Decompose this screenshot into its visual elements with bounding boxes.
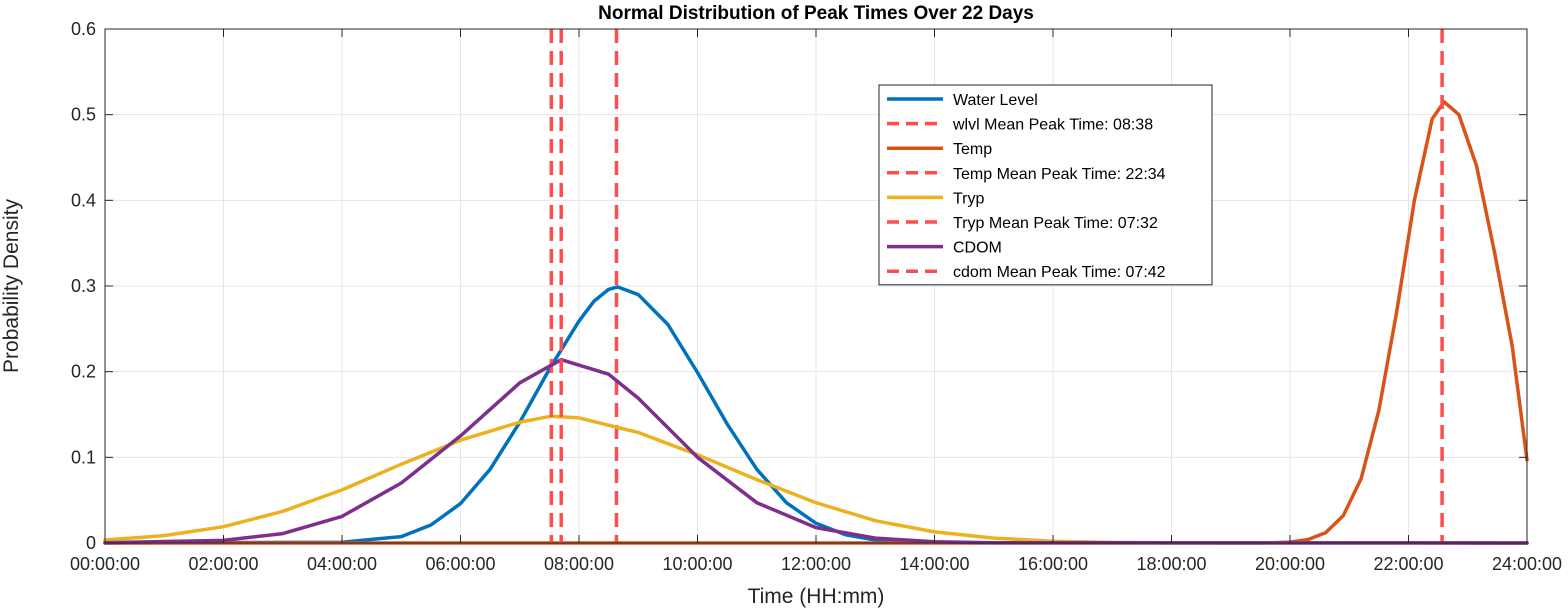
grid	[104, 28, 1528, 544]
x-tick-label: 06:00:00	[425, 554, 495, 574]
y-tick-label: 0.2	[71, 362, 96, 382]
y-tick-label: 0	[86, 533, 96, 553]
y-tick-label: 0.1	[71, 447, 96, 467]
series-line-temp	[103, 100, 1529, 545]
x-tick-label: 20:00:00	[1255, 554, 1325, 574]
legend: Water Level wlvl Mean Peak Time: 08:38 Tem…	[878, 84, 1213, 286]
x-tick-label: 24:00:00	[1492, 554, 1562, 574]
y-tick-label: 0.6	[71, 19, 96, 39]
x-tick-label: 00:00:00	[70, 554, 140, 574]
series-line-water-level	[103, 285, 1529, 545]
legend-label: cdom Mean Peak Time: 07:42	[953, 264, 1166, 281]
y-tick-label: 0.3	[71, 276, 96, 296]
legend-label: Tryp	[953, 190, 985, 207]
plot-lines	[103, 29, 1529, 545]
x-tick-label: 16:00:00	[1018, 554, 1088, 574]
x-tick-label: 02:00:00	[188, 554, 258, 574]
series-line-tryp	[103, 414, 1529, 545]
x-tick-label: 14:00:00	[899, 554, 969, 574]
legend-label: Temp Mean Peak Time: 22:34	[953, 166, 1166, 183]
legend-label: CDOM	[953, 240, 1002, 257]
x-tick-label: 08:00:00	[544, 554, 614, 574]
legend-label: Water Level	[953, 92, 1038, 109]
chart-title: Normal Distribution of Peak Times Over 2…	[598, 3, 1034, 24]
x-tick-label: 04:00:00	[307, 554, 377, 574]
legend-label: Temp	[953, 141, 992, 158]
ticks: 00:00:00 02:00:00 04:00:00 06:00:00 08:00:00…	[70, 19, 1562, 574]
legend-label: Tryp Mean Peak Time: 07:32	[953, 215, 1158, 232]
x-tick-label: 12:00:00	[781, 554, 851, 574]
y-tick-label: 0.4	[71, 190, 96, 210]
x-axis-label: Time (HH:mm)	[748, 585, 885, 608]
series-line-cdom	[103, 357, 1529, 545]
legend-box	[878, 84, 1213, 286]
x-tick-label: 10:00:00	[662, 554, 732, 574]
x-tick-label: 22:00:00	[1373, 554, 1443, 574]
x-tick-label: 18:00:00	[1136, 554, 1206, 574]
y-tick-label: 0.5	[71, 105, 96, 125]
legend-label: wlvl Mean Peak Time: 08:38	[952, 117, 1153, 134]
y-axis-label: Probability Density	[0, 199, 23, 373]
